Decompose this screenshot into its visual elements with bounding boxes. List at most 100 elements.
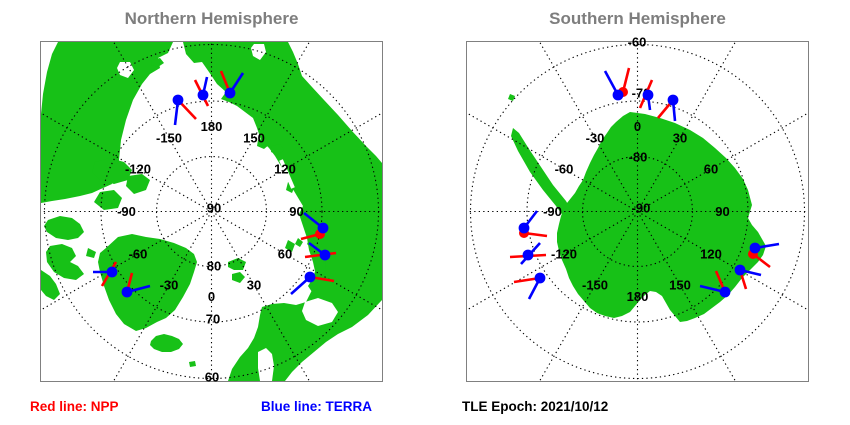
grid-label: 180 xyxy=(626,289,648,304)
chukchi-notch xyxy=(116,62,134,78)
victoria-island xyxy=(91,158,132,184)
satellite-markers-layer xyxy=(509,67,779,300)
grid-label: -90 xyxy=(631,201,650,216)
grid-label: 80 xyxy=(206,259,220,274)
latitude-circle xyxy=(99,100,323,323)
terra-dot xyxy=(319,249,330,261)
grid-label: 30 xyxy=(246,278,260,293)
small-island-1 xyxy=(85,248,96,258)
grid-label: -30 xyxy=(585,131,604,146)
legend-npp: Red line: NPP xyxy=(30,399,119,414)
grid-label: -90 xyxy=(543,204,562,219)
terra-dot xyxy=(197,89,208,101)
terra-dot xyxy=(522,249,533,261)
arctic-island-2 xyxy=(125,174,150,194)
terra-dot xyxy=(642,89,653,101)
gulf-of-bothnia xyxy=(257,348,274,381)
graticule-layer xyxy=(40,41,382,382)
terra-dot xyxy=(534,272,545,284)
south-hemisphere-map: 0 30 60 90 120 150 180 -150 -120 -90 -60 -30 -90 -80 -… xyxy=(465,35,809,382)
alaska-east-siberia xyxy=(40,42,173,203)
grid-label: 30 xyxy=(672,131,686,146)
satellite-marker xyxy=(219,70,244,99)
north-map-canvas: 180 150 120 90 60 30 0 -30 -60 -90 -120 -150 90 80 70 6… xyxy=(40,41,382,385)
grid-labels-layer: 0 30 60 90 120 150 180 -150 -120 -90 -60 -30 -90 -80 -… xyxy=(543,35,730,305)
satellite-marker xyxy=(304,241,336,261)
iceland xyxy=(149,334,183,352)
grid-label: -30 xyxy=(159,278,178,293)
terra-dot xyxy=(317,222,328,234)
grid-label: 0 xyxy=(207,289,214,304)
satellite-marker xyxy=(300,211,328,241)
terra-dot xyxy=(518,222,529,234)
new-siberian-1 xyxy=(256,138,270,149)
grid-label: 0 xyxy=(633,119,640,134)
terra-dot xyxy=(734,264,745,276)
grid-label: -150 xyxy=(581,278,607,293)
satellite-marker xyxy=(734,264,761,290)
satellite-marker xyxy=(513,272,545,300)
grid-label: 60 xyxy=(204,370,218,385)
baffin-island-edge xyxy=(40,270,60,300)
meridian-line xyxy=(210,211,310,382)
graticule-layer xyxy=(466,41,808,382)
grid-label: -60 xyxy=(627,35,646,50)
npp-track-line xyxy=(621,67,630,93)
river-channel xyxy=(278,159,295,189)
grid-label: 180 xyxy=(200,119,222,134)
arctic-island-3 xyxy=(93,190,122,210)
meridian-line xyxy=(538,211,638,382)
terra-dot xyxy=(121,286,132,298)
meridian-line xyxy=(210,41,310,212)
grid-label: 90 xyxy=(715,204,729,219)
franz-josef-1 xyxy=(284,240,295,252)
grid-label: 90 xyxy=(206,201,220,216)
ellesmere-island xyxy=(43,216,84,240)
north-map-title: Northern Hemisphere xyxy=(124,9,299,28)
grid-label: -60 xyxy=(128,247,147,262)
meridian-line xyxy=(636,41,736,212)
grid-label: 60 xyxy=(703,162,717,177)
wrangel-island xyxy=(150,58,164,67)
npp-track-line xyxy=(300,232,320,241)
laptev-notch xyxy=(250,44,266,60)
tle-epoch-label: TLE Epoch: 2021/10/12 xyxy=(462,399,609,414)
grid-label: -120 xyxy=(124,162,150,177)
npp-track-line xyxy=(523,231,547,238)
grid-labels-layer: 180 150 120 90 60 30 0 -30 -60 -90 -120 -150 90 80 70 6… xyxy=(117,119,304,385)
grid-label: -90 xyxy=(117,204,136,219)
satellite-marker xyxy=(509,242,546,265)
grid-label: -150 xyxy=(155,131,181,146)
south-map-canvas: 0 30 60 90 120 150 180 -150 -120 -90 -60 -30 -90 -80 -… xyxy=(466,35,808,382)
grid-label: 120 xyxy=(274,162,296,177)
satellite-marker xyxy=(656,94,678,122)
land-layer xyxy=(507,94,766,322)
npp-track-line xyxy=(751,252,771,269)
terra-dot xyxy=(304,271,315,283)
meridian-line xyxy=(112,41,212,212)
svalbard-south xyxy=(231,272,245,283)
greenland xyxy=(97,234,197,331)
grid-label: 70 xyxy=(205,312,219,327)
terra-dot xyxy=(172,94,183,106)
grid-label: 120 xyxy=(700,247,722,262)
terra-dot xyxy=(612,89,623,101)
siberia-russia-scandinavia xyxy=(182,42,382,381)
terra-dot xyxy=(224,87,235,99)
satellite-marker xyxy=(699,270,730,298)
latitude-circle xyxy=(525,100,749,323)
grid-label: 60 xyxy=(277,247,291,262)
terra-dot xyxy=(749,242,760,254)
grid-label: -80 xyxy=(628,150,647,165)
antarctic-peninsula xyxy=(510,128,573,220)
satellite-marker xyxy=(121,272,150,298)
antarctica xyxy=(556,112,766,322)
faroe-island xyxy=(188,361,196,367)
satellite-marker xyxy=(92,261,117,287)
grid-label: -120 xyxy=(550,247,576,262)
meridian-line xyxy=(636,211,736,382)
grid-label: 150 xyxy=(243,131,265,146)
satellite-marker xyxy=(747,242,779,269)
new-siberian-2 xyxy=(270,144,284,155)
